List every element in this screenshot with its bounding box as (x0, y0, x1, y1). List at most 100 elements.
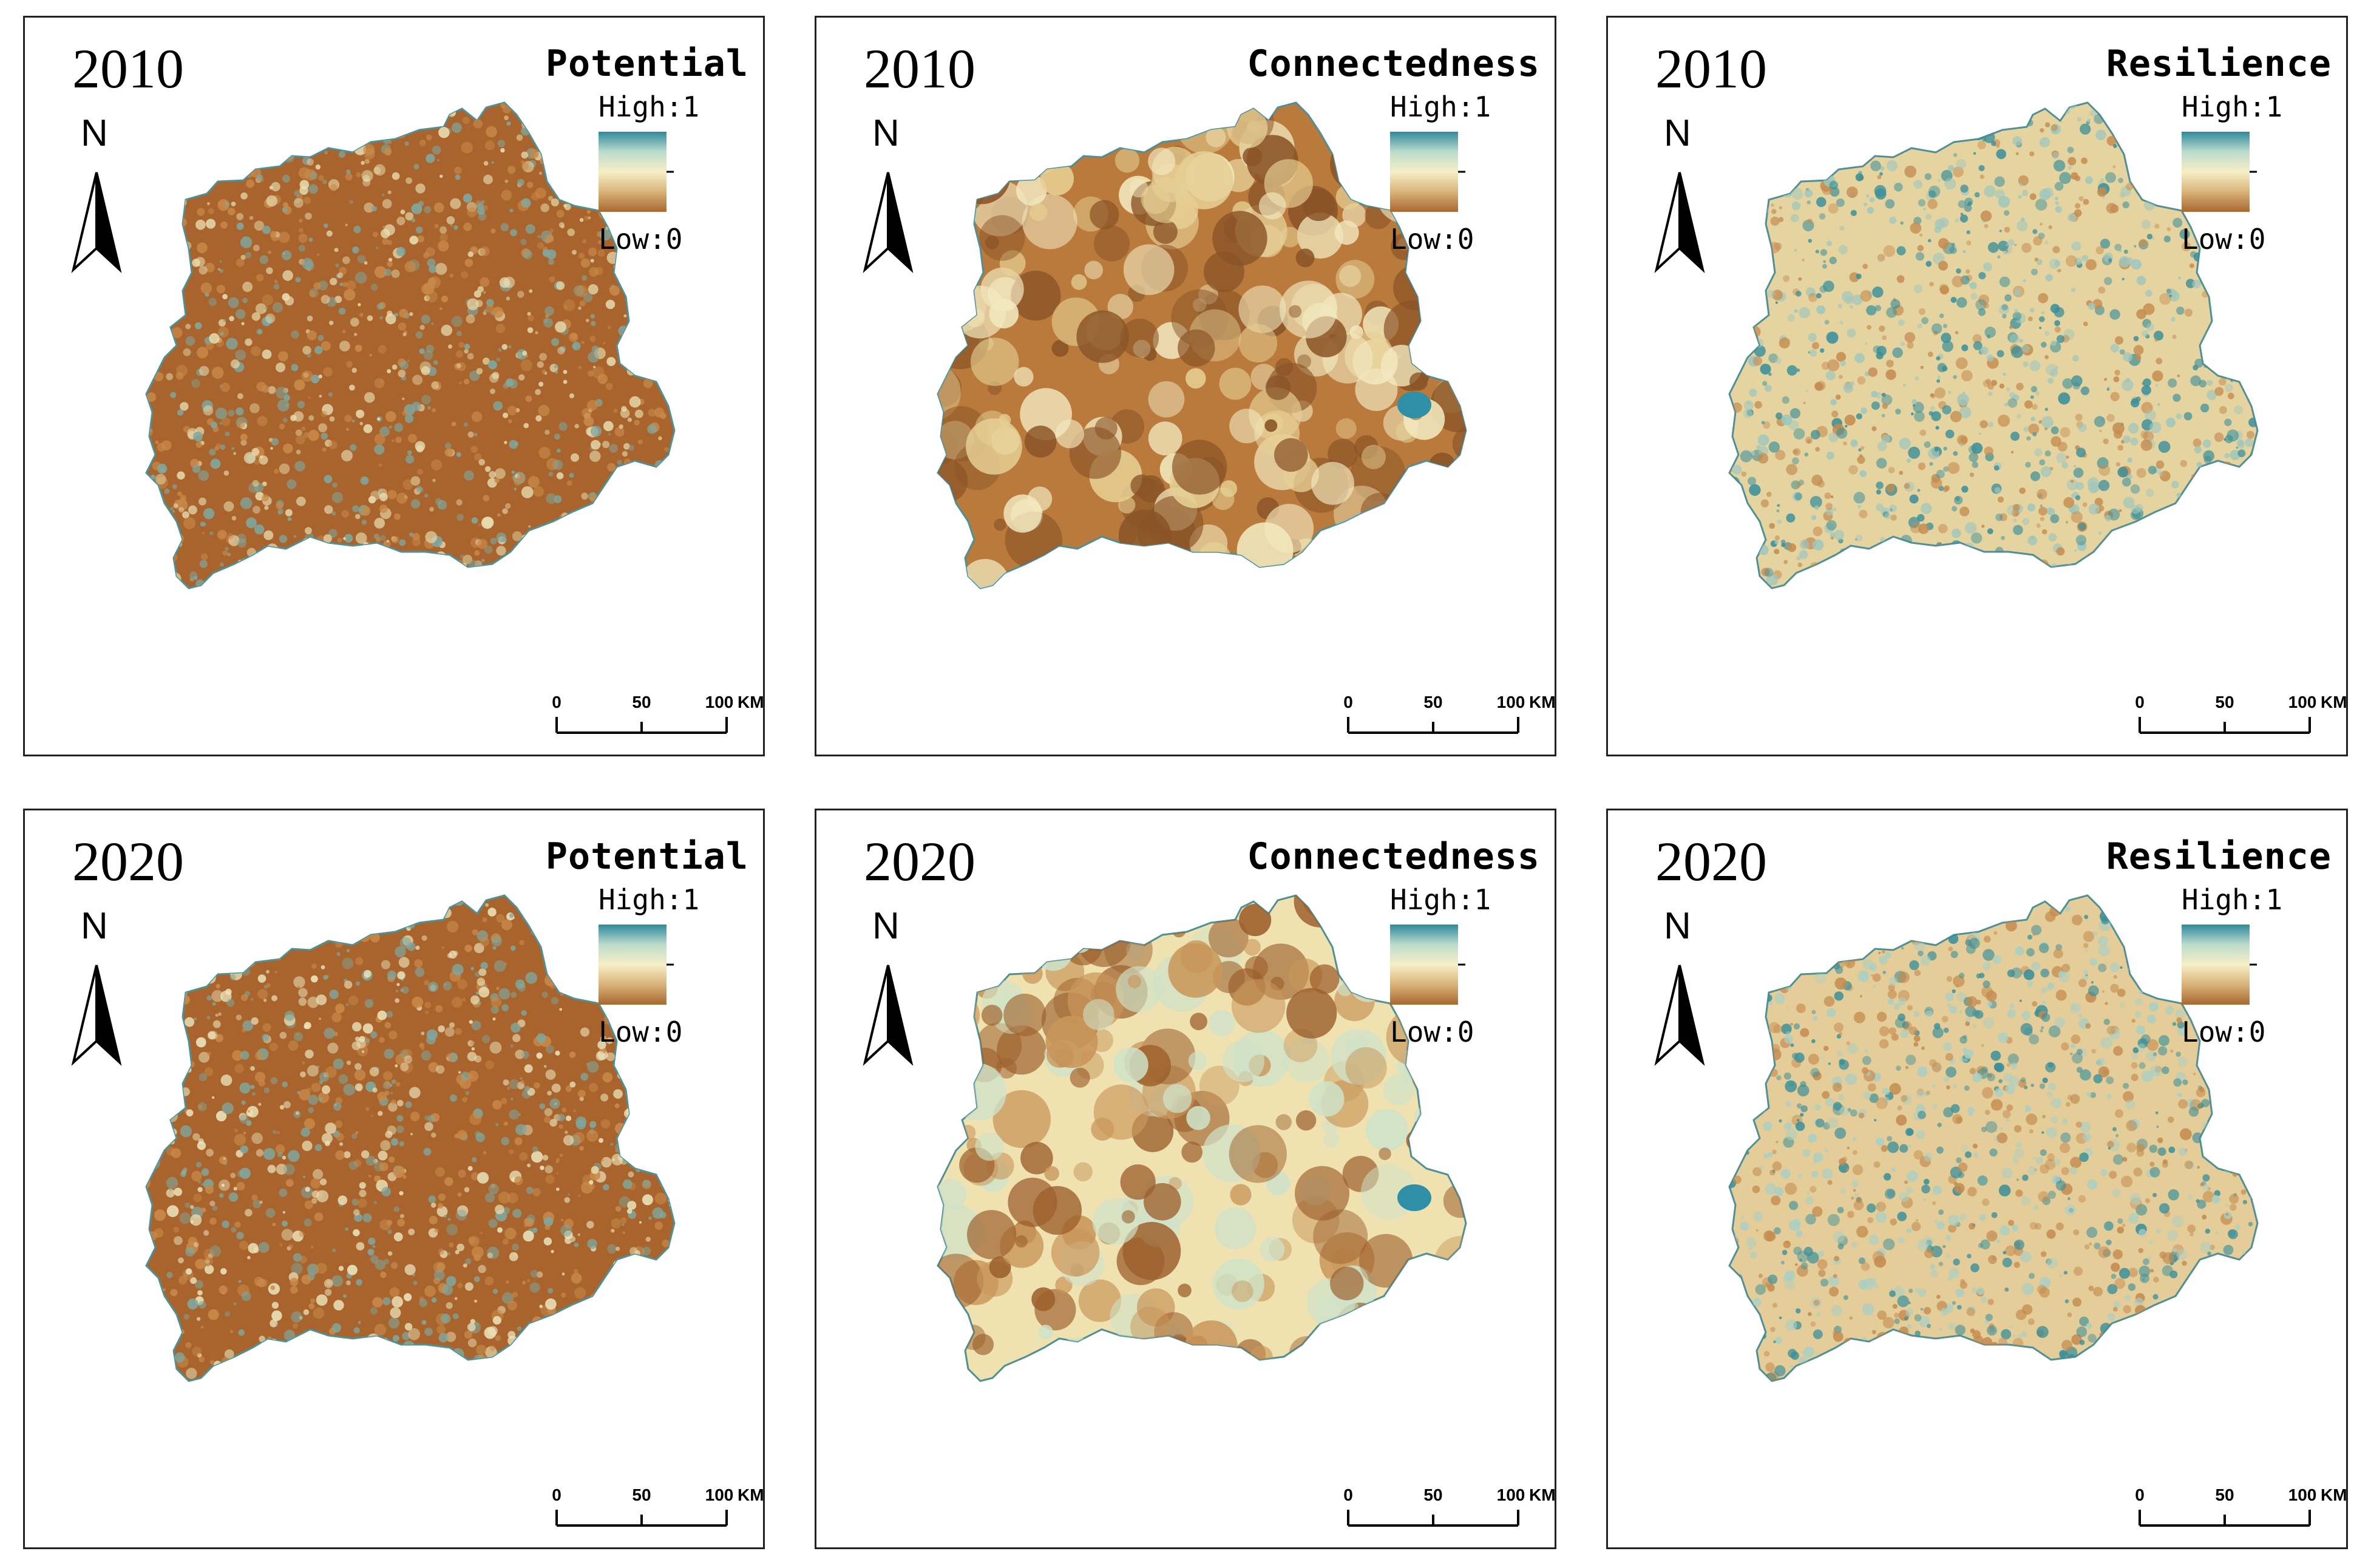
legend-ramp-fill (1390, 925, 1458, 1005)
north-arrow-icon (71, 965, 122, 1066)
region-map (145, 894, 676, 1382)
scale-bar-line (555, 717, 728, 734)
north-letter: N (81, 112, 108, 154)
scale-bar: 0 50 100 KM (2109, 1465, 2346, 1532)
north-letter: N (872, 905, 900, 947)
scale-label-100: 100 (705, 1485, 734, 1504)
legend-ramp-fill (2182, 132, 2250, 212)
scale-bar: 0 50 100 KM (526, 672, 763, 739)
scale-bar-line (555, 1510, 728, 1527)
scale-label-50: 50 (632, 693, 651, 711)
scale-label-100: 100 (2288, 693, 2317, 711)
lake-feature (1397, 1184, 1431, 1211)
legend-high-label: High:1 (1390, 90, 1491, 123)
scale-bar: 0 50 100 KM (526, 1465, 763, 1532)
region-map (145, 101, 676, 589)
legend-ramp-fill (599, 132, 667, 212)
map-panel-2010-connectedness: 2010 Connectedness High:1 Low:0 N 0 50 1… (815, 16, 1556, 756)
scale-label-0: 0 (2135, 693, 2145, 711)
legend-ramp-fill (2182, 925, 2250, 1005)
scale-bar-line (1347, 1510, 1519, 1527)
legend-low-label: Low:0 (1390, 1016, 1474, 1048)
map-title: Resilience (2106, 42, 2332, 85)
region-map (937, 894, 1467, 1382)
region-outline (1728, 101, 2259, 589)
region-map (1728, 101, 2259, 589)
map-title: Connectedness (1247, 42, 1540, 85)
scale-bar: 0 50 100 KM (1318, 1465, 1555, 1532)
scale-unit: KM (2321, 1485, 2347, 1504)
scale-label-0: 0 (2135, 1485, 2145, 1504)
region-outline (145, 101, 676, 589)
scale-unit: KM (1529, 1485, 1556, 1504)
legend-high-label: High:1 (599, 883, 700, 916)
map-year: 2020 (72, 830, 184, 892)
map-year: 2010 (1655, 38, 1767, 100)
map-title: Resilience (2106, 835, 2332, 878)
lake-feature (1397, 392, 1431, 418)
scale-label-100: 100 (1496, 693, 1525, 711)
map-year: 2010 (864, 38, 975, 100)
north-arrow-icon (863, 172, 914, 273)
map-year: 2010 (72, 38, 184, 100)
north-letter: N (81, 905, 108, 947)
legend-color-ramp (2182, 132, 2257, 212)
scale-unit: KM (1529, 693, 1556, 711)
legend-high-label: High:1 (2182, 883, 2283, 916)
scale-bar-line (2139, 717, 2311, 734)
scale-label-100: 100 (1496, 1485, 1525, 1504)
scale-unit: KM (2321, 693, 2347, 711)
legend-high-label: High:1 (1390, 883, 1491, 916)
scale-label-0: 0 (552, 1485, 561, 1504)
north-letter: N (1664, 905, 1691, 947)
legend-color-ramp (1390, 925, 1465, 1005)
scale-label-50: 50 (1423, 693, 1443, 711)
map-panel-2020-connectedness: 2020 Connectedness High:1 Low:0 N 0 50 1… (815, 809, 1556, 1549)
legend-color-ramp (599, 925, 674, 1005)
north-letter: N (872, 112, 900, 154)
legend-low-label: Low:0 (599, 1016, 683, 1048)
scale-label-0: 0 (1343, 1485, 1353, 1504)
north-arrow-icon (71, 172, 122, 273)
scale-unit: KM (738, 693, 764, 711)
scale-label-50: 50 (2215, 693, 2234, 711)
map-title: Potential (545, 835, 748, 878)
north-letter: N (1664, 112, 1691, 154)
scale-label-50: 50 (2215, 1485, 2234, 1504)
scale-label-100: 100 (2288, 1485, 2317, 1504)
map-year: 2020 (1655, 830, 1767, 892)
map-title: Potential (545, 42, 748, 85)
map-panel-2010-resilience: 2010 Resilience High:1 Low:0 N 0 50 100 … (1606, 16, 2348, 756)
map-panel-2020-potential: 2020 Potential High:1 Low:0 N 0 50 100 K… (23, 809, 765, 1549)
scale-unit: KM (738, 1485, 764, 1504)
scale-bar-line (1347, 717, 1519, 734)
scale-label-50: 50 (632, 1485, 651, 1504)
scale-bar-line (2139, 1510, 2311, 1527)
region-map (937, 101, 1467, 589)
map-year: 2020 (864, 830, 975, 892)
map-panel-2010-potential: 2010 Potential High:1 Low:0 N 0 50 100 K… (23, 16, 765, 756)
north-arrow-icon (863, 965, 914, 1066)
north-arrow-icon (1654, 172, 1705, 273)
scale-label-0: 0 (552, 693, 561, 711)
scale-label-0: 0 (1343, 693, 1353, 711)
legend-color-ramp (2182, 925, 2257, 1005)
legend-color-ramp (1390, 132, 1465, 212)
map-panel-2020-resilience: 2020 Resilience High:1 Low:0 N 0 50 100 … (1606, 809, 2348, 1549)
scale-label-100: 100 (705, 693, 734, 711)
scale-label-50: 50 (1423, 1485, 1443, 1504)
legend-low-label: Low:0 (2182, 1016, 2266, 1048)
scale-bar: 0 50 100 KM (1318, 672, 1555, 739)
map-title: Connectedness (1247, 835, 1540, 878)
legend-high-label: High:1 (599, 90, 700, 123)
north-arrow-icon (1654, 965, 1705, 1066)
legend-low-label: Low:0 (1390, 223, 1474, 256)
legend-ramp-fill (1390, 132, 1458, 212)
scale-bar: 0 50 100 KM (2109, 672, 2346, 739)
legend-ramp-fill (599, 925, 667, 1005)
legend-high-label: High:1 (2182, 90, 2283, 123)
legend-low-label: Low:0 (599, 223, 683, 256)
region-map (1728, 894, 2259, 1382)
legend-color-ramp (599, 132, 674, 212)
legend-low-label: Low:0 (2182, 223, 2266, 256)
